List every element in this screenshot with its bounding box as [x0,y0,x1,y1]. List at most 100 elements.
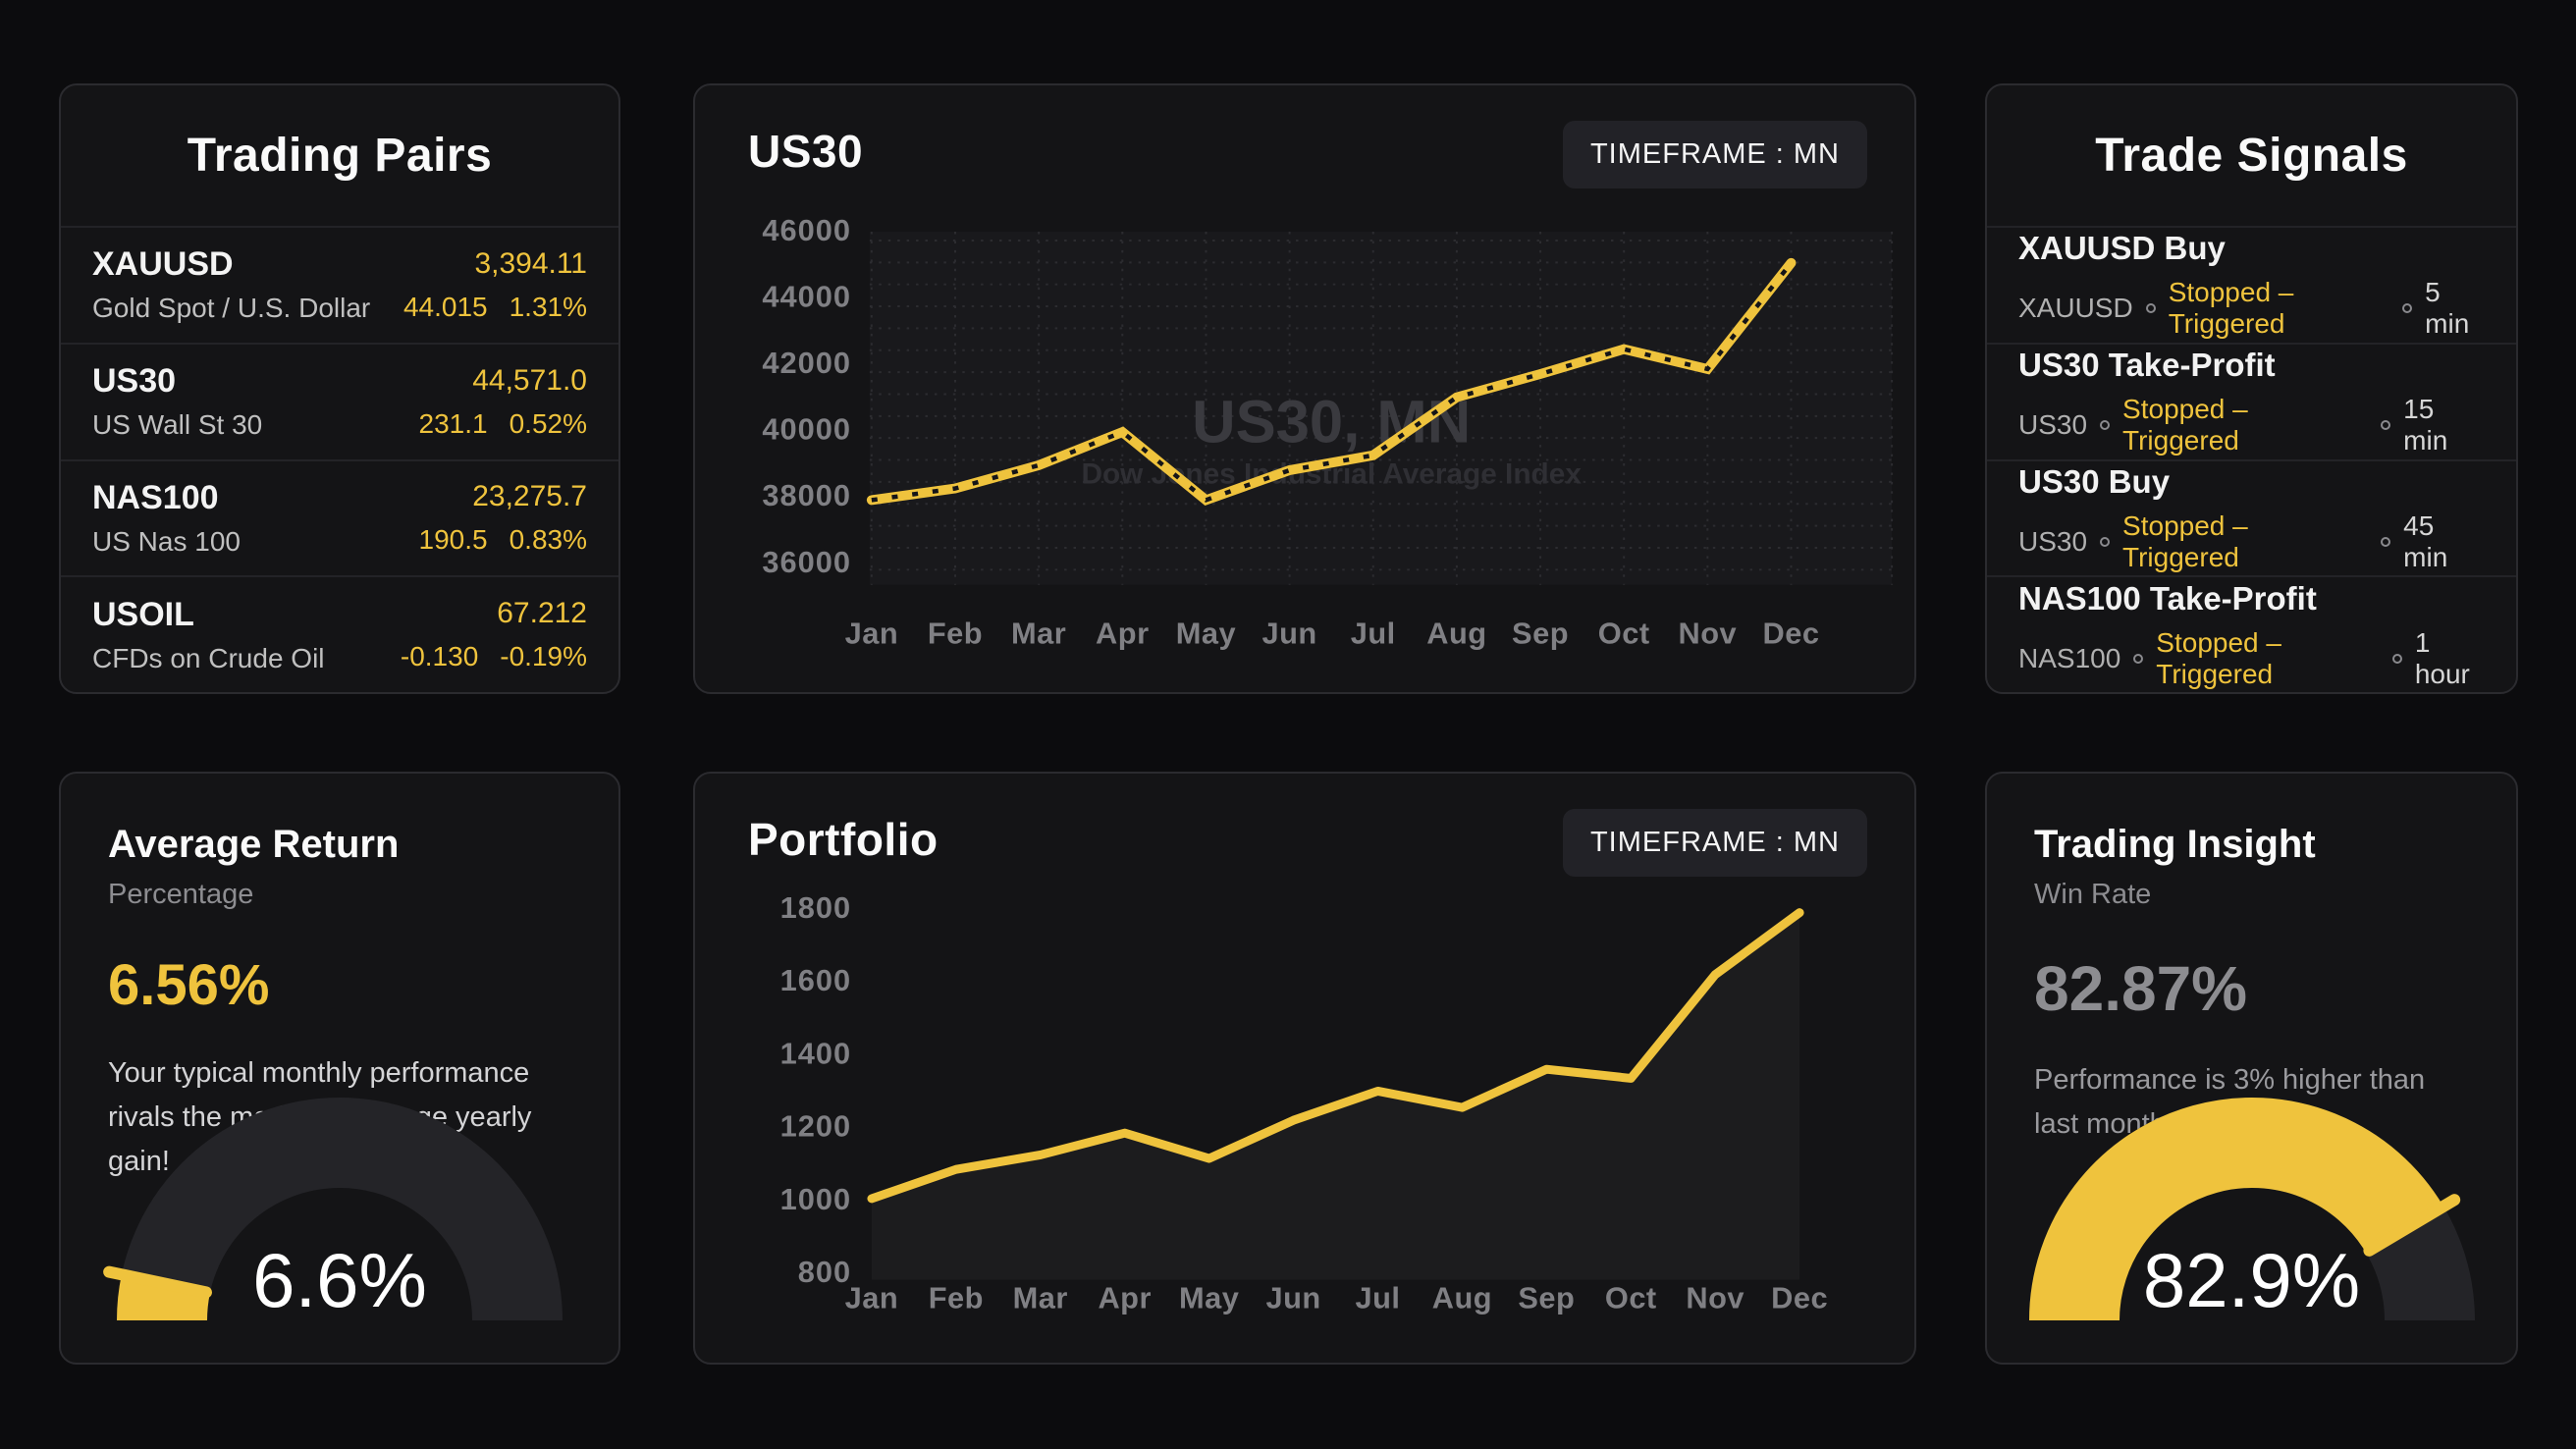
svg-text:1200: 1200 [780,1109,851,1144]
pair-name: Gold Spot / U.S. Dollar [92,293,371,324]
pair-change: -0.130 -0.19% [401,641,587,672]
pair-left: USOIL CFDs on Crude Oil [92,596,325,674]
signal-subtitle: NAS100 Stopped – Triggered 1 hour [2018,627,2485,690]
trade-signal-row[interactable]: XAUUSD Buy XAUUSD Stopped – Triggered 5 … [1987,228,2516,343]
svg-text:Dec: Dec [1762,616,1819,650]
pair-change-percent: 0.52% [509,407,587,439]
trading-insight-gauge [2007,1063,2497,1330]
trading-pair-row[interactable]: NAS100 US Nas 100 23,275.7 190.5 0.83% [61,458,618,576]
portfolio-chart-title: Portfolio [748,814,939,865]
svg-text:Sep: Sep [1512,616,1569,650]
us30-chart-card: US30 TIMEFRAME : MN US30, MN Dow Jones In… [693,83,1916,694]
signal-symbol: XAUUSD [2018,293,2133,324]
svg-text:Jul: Jul [1351,616,1396,650]
average-return-gauge [94,1063,585,1330]
signal-time: 5 min [2425,277,2470,340]
dot-separator-icon [2145,303,2156,314]
svg-text:1000: 1000 [780,1182,851,1216]
pair-change: 44.015 1.31% [403,292,587,323]
trading-insight-value: 82.87% [2034,953,2248,1024]
signal-title: XAUUSD Buy [2018,230,2226,267]
svg-text:May: May [1176,616,1236,650]
trading-pairs-title: Trading Pairs [61,85,618,228]
pair-name: US Wall St 30 [92,409,263,441]
svg-text:Dec: Dec [1771,1280,1828,1315]
signal-subtitle: US30 Stopped – Triggered 15 min [2018,394,2485,456]
pair-price: 23,275.7 [472,480,587,513]
svg-text:Feb: Feb [929,1280,984,1315]
average-return-gauge-arc [103,1098,563,1322]
svg-text:1600: 1600 [780,963,851,997]
dot-separator-icon [2402,303,2413,314]
svg-text:Jul: Jul [1356,1280,1401,1315]
trading-insight-title: Trading Insight [2034,823,2316,866]
pair-name: US Nas 100 [92,525,241,557]
pair-row-content: US30 US Wall St 30 44,571.0 231.1 0.52% [92,362,587,441]
trade-signal-row[interactable]: US30 Buy US30 Stopped – Triggered 45 min [1987,458,2516,576]
svg-text:800: 800 [798,1255,851,1289]
signal-title: US30 Take-Profit [2018,347,2276,384]
dot-separator-icon [2381,420,2391,431]
svg-text:Apr: Apr [1098,1280,1152,1315]
pair-right: 44,571.0 231.1 0.52% [419,364,587,440]
us30-chart-title: US30 [748,126,864,177]
pair-symbol: USOIL [92,595,194,633]
trading-pair-row[interactable]: XAUUSD Gold Spot / U.S. Dollar 3,394.11 … [61,228,618,343]
dot-separator-icon [2100,420,2111,431]
trade-signal-row[interactable]: US30 Take-Profit US30 Stopped – Triggere… [1987,342,2516,459]
pair-row-content: XAUUSD Gold Spot / U.S. Dollar 3,394.11 … [92,245,587,324]
signal-content: XAUUSD Buy XAUUSD Stopped – Triggered 5 … [2018,230,2485,340]
trading-pair-row[interactable]: US30 US Wall St 30 44,571.0 231.1 0.52% [61,342,618,459]
signal-time: 1 hour [2414,626,2470,689]
pair-price: 67.212 [497,597,587,630]
dot-separator-icon [2381,536,2391,547]
trading-pairs-card: Trading Pairs XAUUSD Gold Spot / U.S. Do… [59,83,620,694]
svg-text:Jan: Jan [845,1280,899,1315]
svg-text:Feb: Feb [928,616,983,650]
signal-status: Stopped – Triggered [2122,510,2248,572]
pair-name: CFDs on Crude Oil [92,642,325,673]
pair-symbol: XAUUSD [92,245,234,284]
portfolio-timeframe-button[interactable]: TIMEFRAME : MN [1562,809,1867,877]
svg-text:Jan: Jan [845,616,899,650]
signal-subtitle: US30 Stopped – Triggered 45 min [2018,510,2485,573]
svg-text:Mar: Mar [1013,1280,1068,1315]
signal-status: Stopped – Triggered [2168,277,2294,340]
svg-text:Oct: Oct [1605,1280,1657,1315]
svg-text:40000: 40000 [762,412,851,447]
pair-left: XAUUSD Gold Spot / U.S. Dollar [92,245,370,324]
dot-separator-icon [2100,536,2111,547]
signal-time: 15 min [2403,394,2448,456]
trade-signal-row[interactable]: NAS100 Take-Profit NAS100 Stopped – Trig… [1987,575,2516,692]
pair-change-value: 44.015 [402,291,488,322]
pair-price: 3,394.11 [474,246,587,280]
pair-price: 44,571.0 [472,363,587,397]
signal-subtitle: XAUUSD Stopped – Triggered 5 min [2018,277,2485,340]
pair-row-content: USOIL CFDs on Crude Oil 67.212 -0.130 -0.… [92,596,587,674]
trading-pair-row[interactable]: USOIL CFDs on Crude Oil 67.212 -0.130 -0.… [61,575,618,692]
svg-text:38000: 38000 [762,478,851,512]
svg-text:42000: 42000 [762,346,851,380]
average-return-value: 6.56% [108,953,270,1017]
pair-change-value: 231.1 [418,407,488,439]
svg-text:36000: 36000 [762,545,851,579]
svg-text:Nov: Nov [1679,616,1738,650]
svg-text:May: May [1179,1280,1239,1315]
us30-timeframe-button[interactable]: TIMEFRAME : MN [1562,121,1867,188]
pair-symbol: US30 [92,362,177,401]
average-return-subtitle: Percentage [108,879,254,910]
pair-right: 23,275.7 190.5 0.83% [419,480,587,556]
dot-separator-icon [2391,653,2402,664]
trade-signals-title: Trade Signals [1987,85,2516,228]
signal-content: US30 Buy US30 Stopped – Triggered 45 min [2018,463,2485,573]
svg-text:Aug: Aug [1432,1280,1492,1315]
pair-change-percent: 1.31% [509,291,587,322]
svg-text:Sep: Sep [1518,1280,1575,1315]
svg-text:Jun: Jun [1261,616,1316,650]
trade-signals-card: Trade Signals XAUUSD Buy XAUUSD Stopped … [1985,83,2518,694]
pair-right: 67.212 -0.130 -0.19% [401,597,587,672]
svg-text:44000: 44000 [762,280,851,314]
signal-symbol: US30 [2018,409,2088,441]
